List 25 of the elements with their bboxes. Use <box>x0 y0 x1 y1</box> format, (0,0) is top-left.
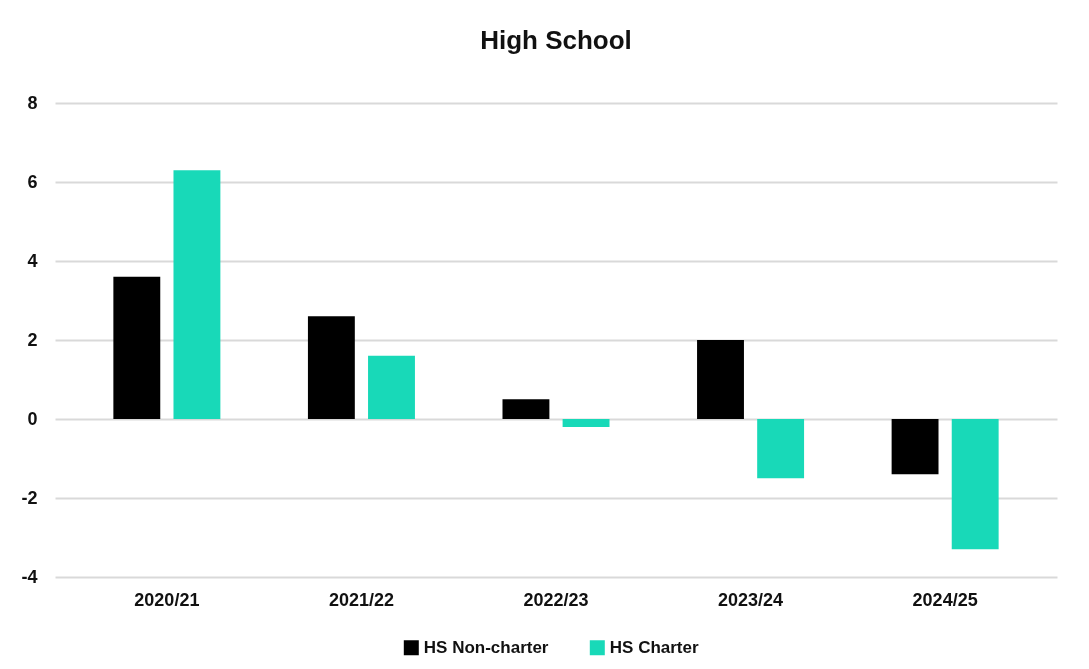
y-tick-label: -4 <box>21 566 38 587</box>
bar <box>757 419 805 479</box>
bar <box>562 419 610 427</box>
y-tick-label: 8 <box>27 92 38 113</box>
bar <box>891 419 939 475</box>
bar <box>502 399 550 419</box>
bar <box>951 419 999 550</box>
legend-label: HS Charter <box>609 637 699 657</box>
bar <box>307 316 355 419</box>
x-tick-label: 2020/21 <box>134 589 200 610</box>
bar <box>173 170 221 419</box>
y-tick-label: -2 <box>21 487 38 508</box>
y-tick-label: 0 <box>27 408 38 429</box>
legend-label: HS Non-charter <box>423 637 549 657</box>
y-tick-label: 6 <box>27 171 38 192</box>
y-tick-label: 2 <box>27 329 38 350</box>
chart-title: High School <box>480 25 632 55</box>
x-tick-label: 2021/22 <box>328 589 394 610</box>
y-tick-label: 4 <box>27 250 38 271</box>
bar <box>113 276 161 419</box>
x-tick-label: 2023/24 <box>718 589 784 610</box>
bar <box>368 355 415 419</box>
bar <box>697 340 744 419</box>
x-tick-label: 2022/23 <box>523 589 589 610</box>
x-tick-label: 2024/25 <box>912 589 978 610</box>
